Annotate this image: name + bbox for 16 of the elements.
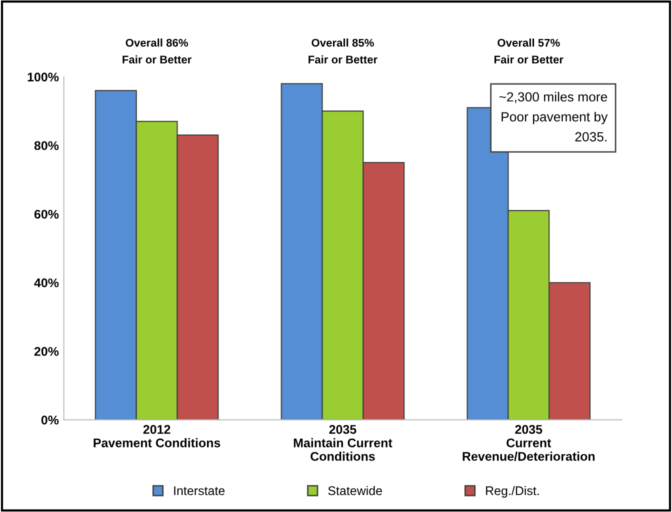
text: Overall 57% Fair or Better [494,38,564,64]
x-tick-label: 2035 Current Revenue/Deterioration [462,425,595,461]
x-tick-label: 2035 Maintain Current Conditions [294,425,392,461]
y-tick-label: 0% [41,416,59,424]
y-tick-label: 40% [34,278,59,288]
legend-label: Reg./Dist. [486,486,539,498]
text: Overall 86% Fair or Better [122,38,192,64]
y-tick-label: 60% [34,210,59,219]
annotation: ~2,300 miles more Poor pavement by 2035. [499,92,608,142]
y-tick-label: 100% [28,72,59,82]
y-tick-label: 80% [34,141,59,150]
legend-label: Statewide [328,486,382,496]
text: Overall 85% Fair or Better [308,38,378,64]
x-tick-label: 2012 Pavement Conditions [94,425,220,448]
legend-label: Interstate [174,486,225,496]
y-tick-label: 20% [34,347,59,356]
